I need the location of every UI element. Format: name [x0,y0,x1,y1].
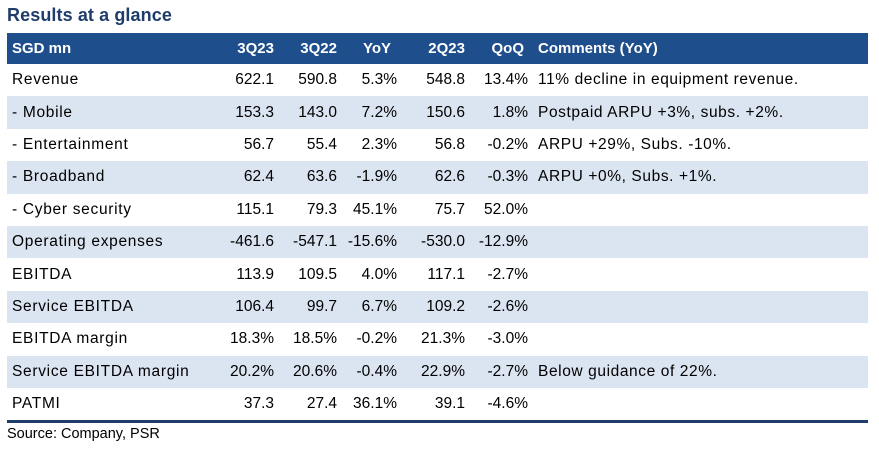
table-row: EBITDA 113.9 109.5 4.0% 117.1 -2.7% [7,258,868,290]
row-label: EBITDA margin [12,330,128,348]
cell-yoy: 5.3% [361,71,397,89]
cell-3q23: -461.6 [230,233,274,251]
cell-qoq: -3.0% [487,330,529,348]
cell-yoy: 45.1% [353,200,397,218]
cell-2q23: 62.6 [434,168,465,186]
table-header-row: SGD mn 3Q23 3Q22 YoY 2Q23 QoQ Comments (… [7,33,868,64]
table-bottom-rule [7,420,868,424]
page-title: Results at a glance [7,5,172,25]
cell-3q22: 143.0 [298,103,337,121]
cell-3q23: 62.4 [243,168,274,186]
cell-3q23: 37.3 [243,395,274,413]
cell-qoq: -4.6% [487,395,529,413]
cell-comment: ARPU +0%, Subs. +1%. [538,168,718,186]
table-row: EBITDA margin 18.3% 18.5% -0.2% 21.3% -3.0% [7,323,868,355]
cell-3q22: 55.4 [306,135,337,153]
cell-3q23: 115.1 [236,200,274,218]
cell-2q23: 22.9% [421,362,465,380]
results-table: SGD mn 3Q23 3Q22 YoY 2Q23 QoQ Comments (… [7,33,868,424]
cell-yoy: 7.2% [361,103,397,121]
cell-qoq: -0.2% [487,135,529,153]
cell-comment: Postpaid ARPU +3%, subs. +2%. [538,103,784,121]
row-label: - Entertainment [12,135,129,153]
row-label: Revenue [12,71,79,89]
cell-yoy: 2.3% [361,135,397,153]
table-body: Revenue 622.1 590.8 5.3% 548.8 13.4% 11% decli… [7,64,868,420]
row-label: - Broadband [12,168,106,186]
cell-qoq: -2.7% [487,362,529,380]
row-label: Service EBITDA margin [12,362,190,380]
header-sgd-mn: SGD mn [12,40,72,57]
row-label: - Mobile [12,103,73,121]
cell-3q22: 99.7 [306,297,337,315]
cell-comment: Below guidance of 22%. [538,362,718,380]
cell-comment: 11% decline in equipment revenue. [538,71,799,89]
cell-3q22: 109.5 [298,265,337,283]
header-comments: Comments (YoY) [538,40,658,57]
table-row: Service EBITDA 106.4 99.7 6.7% 109.2 -2.6% [7,290,868,324]
cell-2q23: 21.3% [421,330,465,348]
cell-3q23: 622.1 [235,71,274,89]
table-row: Operating expenses -461.6 -547.1 -15.6% -530… [7,225,868,259]
header-3q22: 3Q22 [300,40,337,57]
table-row: - Mobile 153.3 143.0 7.2% 150.6 1.8% Postpaid … [7,96,868,129]
cell-qoq: 13.4% [484,71,528,89]
cell-yoy: 6.7% [361,297,397,315]
row-label: Service EBITDA [12,297,134,315]
cell-3q22: 79.3 [306,200,337,218]
cell-3q22: 20.6% [293,362,337,380]
source-note: Source: Company, PSR [7,426,160,442]
cell-3q22: 590.8 [298,71,337,89]
cell-2q23: 150.6 [426,103,465,121]
cell-3q22: 27.4 [306,395,337,413]
cell-qoq: -0.3% [487,168,529,186]
cell-2q23: 548.8 [426,71,465,89]
row-label: EBITDA [12,265,73,283]
table-row: - Cyber security 115.1 79.3 45.1% 75.7 52.0% [7,194,868,226]
header-yoy: YoY [362,40,391,57]
cell-2q23: 109.2 [426,297,465,315]
header-2q23: 2Q23 [428,40,465,57]
table-row: PATMI 37.3 27.4 36.1% 39.1 -4.6% [7,388,868,420]
cell-qoq: 52.0% [484,200,528,218]
cell-3q23: 106.4 [235,297,274,315]
cell-qoq: -12.9% [478,233,528,251]
cell-2q23: 39.1 [434,395,465,413]
row-label: Operating expenses [12,233,164,251]
cell-2q23: 75.7 [434,200,465,218]
table-row: - Broadband 62.4 63.6 -1.9% 62.6 -0.3% ARPU +0… [7,161,868,194]
cell-3q23: 18.3% [230,330,274,348]
cell-3q22: 18.5% [293,330,337,348]
cell-qoq: 1.8% [492,103,528,121]
cell-3q23: 153.3 [235,103,274,121]
cell-yoy: -1.9% [356,168,398,186]
cell-3q22: 63.6 [306,168,337,186]
cell-yoy: -15.6% [347,233,397,251]
row-label: - Cyber security [12,200,132,218]
cell-2q23: 117.1 [427,265,465,283]
cell-3q23: 20.2% [230,362,274,380]
cell-3q23: 56.7 [243,135,274,153]
cell-qoq: -2.6% [487,297,529,315]
cell-3q23: 113.9 [236,265,274,283]
cell-yoy: -0.2% [356,330,398,348]
table-row: Service EBITDA margin 20.2% 20.6% -0.4% 22.9… [7,355,868,388]
cell-yoy: 36.1% [353,395,397,413]
header-qoq: QoQ [491,40,525,57]
cell-yoy: -0.4% [356,362,398,380]
cell-comment: ARPU +29%, Subs. -10%. [538,135,732,153]
cell-qoq: -2.7% [487,265,529,283]
cell-2q23: -530.0 [421,233,465,251]
header-3q23: 3Q23 [237,40,274,57]
row-label: PATMI [12,395,61,413]
table-row: - Entertainment 56.7 55.4 2.3% 56.8 -0.2% ARPU… [7,129,868,161]
table-row: Revenue 622.1 590.8 5.3% 548.8 13.4% 11% decli… [7,64,868,96]
cell-2q23: 56.8 [434,135,465,153]
cell-3q22: -547.1 [293,233,337,251]
cell-yoy: 4.0% [361,265,397,283]
